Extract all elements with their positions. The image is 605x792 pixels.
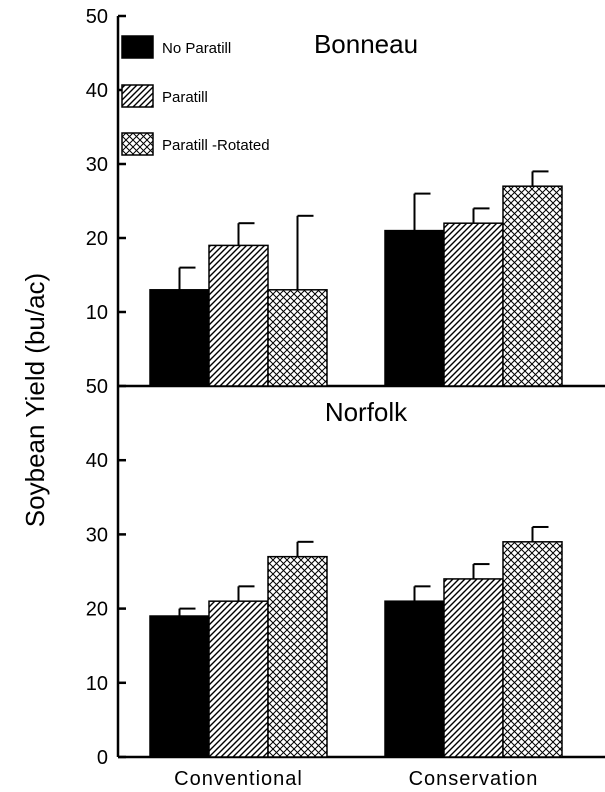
panel-title-bonneau: Bonneau xyxy=(314,29,418,59)
panel-norfolk: Norfolk 50 40 30 20 10 0 xyxy=(86,376,605,769)
legend-label-crosshatch: Paratill -Rotated xyxy=(162,137,270,154)
y-tick-label-norfolk: 20 xyxy=(86,599,108,621)
y-tick-label-bonneau: 50 xyxy=(86,6,108,28)
bar-bonneau-diagonal-0 xyxy=(208,244,269,387)
y-tick-label-bonneau: 10 xyxy=(86,302,108,324)
y-tick-label-norfolk: 40 xyxy=(86,450,108,472)
category-labels: Conventional Conservation xyxy=(174,768,539,790)
category-label-1: Conservation xyxy=(409,768,539,790)
bar-bonneau-diagonal-1 xyxy=(443,222,504,387)
y-tick-label-bonneau: 20 xyxy=(86,228,108,250)
panel-bonneau: Bonneau 50 40 30 20 10 xyxy=(86,6,605,388)
legend: No Paratill Paratill Paratill -Rotated xyxy=(121,35,270,156)
bar-bonneau-solid-0 xyxy=(149,289,210,387)
y-axis-label: Soybean Yield (bu/ac) xyxy=(20,273,50,527)
legend-swatch-solid xyxy=(121,35,154,59)
panel-title-norfolk: Norfolk xyxy=(325,397,408,427)
bar-norfolk-solid-1 xyxy=(384,600,445,758)
bar-norfolk-solid-0 xyxy=(149,615,210,758)
y-tick-label-norfolk: 10 xyxy=(86,673,108,695)
legend-swatch-diagonal xyxy=(121,84,154,108)
bar-bonneau-crosshatch-0 xyxy=(267,289,328,387)
y-tick-label-norfolk: 0 xyxy=(97,747,108,769)
bar-norfolk-crosshatch-0 xyxy=(267,555,328,758)
bar-bonneau-solid-1 xyxy=(384,229,445,387)
y-tick-label-norfolk: 50 xyxy=(86,376,108,398)
y-tick-label-bonneau: 40 xyxy=(86,80,108,102)
bar-bonneau-crosshatch-1 xyxy=(502,185,563,387)
bar-norfolk-diagonal-1 xyxy=(443,578,504,758)
bar-norfolk-crosshatch-1 xyxy=(502,541,563,758)
category-label-0: Conventional xyxy=(174,768,303,790)
legend-label-diagonal: Paratill xyxy=(162,89,208,106)
y-tick-label-bonneau: 30 xyxy=(86,154,108,176)
y-tick-label-norfolk: 30 xyxy=(86,524,108,546)
legend-label-solid: No Paratill xyxy=(162,40,231,57)
legend-swatch-crosshatch xyxy=(121,132,154,156)
bar-norfolk-diagonal-0 xyxy=(208,600,269,758)
